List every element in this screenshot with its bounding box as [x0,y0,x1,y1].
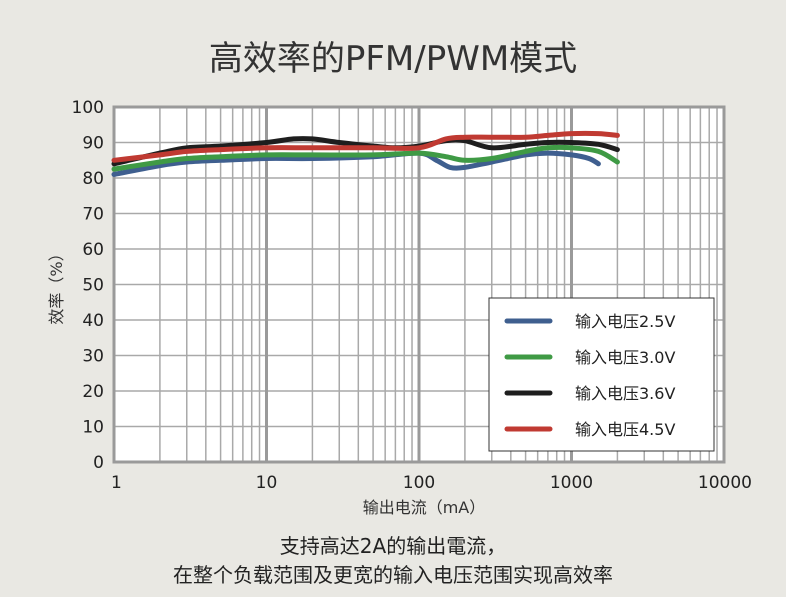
y-tick-label: 70 [82,205,104,225]
x-tick-label: 100 [403,473,435,493]
y-tick-label: 10 [82,418,104,438]
legend-label-0: 输入电压2.5V [575,312,675,331]
series-line-0 [111,150,601,177]
y-tick-label: 60 [82,240,104,260]
series-line-1 [111,144,620,172]
grid [112,105,726,464]
legend-label-3: 输入电压4.5V [575,420,675,439]
caption-line-1: 支持高达2A的输出電流， [280,534,506,558]
legend-label-1: 输入电压3.0V [575,348,675,367]
y-tick-label: 50 [82,276,104,296]
x-axis-label: 输出电流（mA） [363,498,486,517]
chart-title: 高效率的PFM/PWM模式 [209,39,577,79]
x-tick-label: 10000 [698,473,752,493]
legend: 输入电压2.5V 输入电压3.0V 输入电压3.6V 输入电压4.5V [488,297,715,452]
x-tick-label: 1 [111,473,122,493]
x-tick-label: 1000 [550,473,593,493]
y-axis-label: 效率（%） [47,245,66,324]
y-tick-label: 0 [93,453,104,473]
y-tick-label: 40 [82,311,104,331]
series-lines [111,130,620,177]
series-line-3 [111,130,620,163]
y-tick-label: 90 [82,134,104,154]
y-tick-label: 80 [82,169,104,189]
caption-line-2: 在整个负载范围及更宽的输入电压范围实现高效率 [173,563,613,587]
y-tick-label: 20 [82,382,104,402]
y-tick-label: 100 [72,98,104,118]
y-tick-label: 30 [82,347,104,367]
x-tick-label: 10 [256,473,278,493]
legend-label-2: 输入电压3.6V [575,384,675,403]
plot-frame [112,105,726,464]
